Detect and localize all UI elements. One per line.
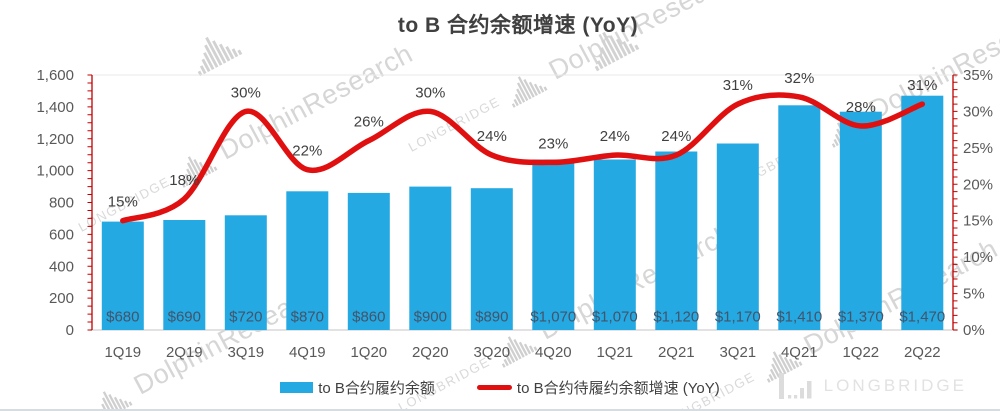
- bar-value-label: $860: [352, 309, 385, 326]
- line-point-label: 31%: [907, 77, 937, 94]
- x-axis-tick-label: 2Q22: [904, 344, 941, 361]
- line-point-label: 30%: [231, 84, 261, 101]
- bar-value-label: $1,070: [530, 309, 576, 326]
- longbridge-logo-text: LONGBRIDGE: [823, 376, 967, 395]
- x-axis-tick-label: 2Q21: [658, 344, 695, 361]
- bar-value-label: $1,170: [715, 309, 761, 326]
- left-axis-tick-label: 800: [49, 195, 74, 212]
- line-point-label: 15%: [108, 194, 138, 211]
- bar-value-label: $1,120: [653, 309, 699, 326]
- left-axis-tick-label: 200: [49, 290, 74, 307]
- bar-value-label: $1,410: [776, 309, 822, 326]
- bar-value-label: $890: [475, 309, 508, 326]
- chart-legend: to B合约履约余额 to B合约待履约余额增速 (YoY): [0, 377, 1000, 398]
- bar: [470, 188, 513, 330]
- bar: [101, 221, 144, 330]
- bar-value-label: $1,370: [838, 309, 884, 326]
- x-axis-tick-label: 3Q21: [719, 344, 756, 361]
- left-axis-tick-label: 0: [66, 322, 74, 339]
- legend-bar-swatch-icon: [280, 382, 314, 393]
- left-axis-tick-label: 600: [49, 226, 74, 243]
- bar: [286, 191, 329, 330]
- x-axis-tick-label: 1Q20: [350, 344, 387, 361]
- x-axis-tick-label: 4Q21: [781, 344, 818, 361]
- right-axis-tick-label: 20%: [963, 176, 993, 193]
- left-axis-tick-label: 1,400: [36, 99, 74, 116]
- right-axis-tick-label: 25%: [963, 140, 993, 157]
- line-point-label: 24%: [600, 128, 630, 145]
- line-point-label: 30%: [415, 84, 445, 101]
- x-axis-tick-label: 3Q19: [227, 344, 264, 361]
- x-axis-tick-label: 4Q19: [289, 344, 326, 361]
- x-axis-tick-label: 3Q20: [473, 344, 510, 361]
- legend-bar-label: to B合约履约余额: [318, 380, 435, 397]
- legend-item-line: to B合约待履约余额增速 (YoY): [476, 377, 720, 398]
- line-point-label: 28%: [846, 99, 876, 116]
- left-axis-tick-label: 1,600: [36, 67, 74, 84]
- x-axis-tick-label: 1Q22: [842, 344, 879, 361]
- bar: [716, 143, 759, 330]
- legend-line-label: to B合约待履约余额增速 (YoY): [516, 380, 720, 397]
- yoy-line: [120, 92, 926, 224]
- chart-title: to B 合约余额增速 (YoY): [397, 14, 639, 37]
- right-axis-ticks: [953, 74, 958, 331]
- bar: [839, 111, 882, 330]
- line-point-label: 31%: [723, 77, 753, 94]
- bar: [409, 186, 452, 330]
- bar: [655, 151, 698, 330]
- right-axis-tick-label: 15%: [963, 213, 993, 230]
- left-axis-ticks: [87, 74, 92, 331]
- x-axis-tick-label: 2Q19: [166, 344, 203, 361]
- longbridge-logo-icon: [778, 373, 812, 399]
- legend-line-swatch-icon: [476, 385, 512, 390]
- longbridge-logo: LONGBRIDGE: [778, 372, 967, 400]
- left-axis-tick-label: 1,000: [36, 163, 74, 180]
- line-point-label: 32%: [784, 70, 814, 87]
- line-point-label: 26%: [354, 114, 384, 131]
- x-axis-tick-label: 1Q21: [596, 344, 633, 361]
- line-point-label: 18%: [169, 172, 199, 189]
- x-axis-tick-label: 1Q19: [104, 344, 141, 361]
- x-axis-tick-label: 4Q20: [535, 344, 572, 361]
- bar-value-label: $870: [291, 309, 324, 326]
- bar: [163, 220, 206, 330]
- right-axis-tick-label: 30%: [963, 103, 993, 120]
- line-point-label: 22%: [292, 143, 322, 160]
- right-axis-tick-label: 5%: [963, 286, 985, 303]
- left-axis-tick-label: 1,200: [36, 131, 74, 148]
- right-axis-tick-label: 10%: [963, 249, 993, 266]
- right-axis-tick-label: 35%: [963, 67, 993, 84]
- bar: [532, 159, 575, 330]
- bar: [901, 95, 944, 330]
- bar-value-label: $1,070: [592, 309, 638, 326]
- x-axis-tick-label: 2Q20: [412, 344, 449, 361]
- bar-value-label: $690: [168, 309, 201, 326]
- bar: [347, 192, 390, 330]
- line-point-label: 24%: [477, 128, 507, 145]
- line-point-label: 24%: [661, 128, 691, 145]
- bar: [593, 159, 636, 330]
- line-point-label: 23%: [538, 135, 568, 152]
- bar: [224, 215, 267, 331]
- bar-value-label: $900: [414, 309, 447, 326]
- legend-item-bar: to B合约履约余额: [280, 377, 435, 398]
- bar-value-label: $1,470: [899, 309, 945, 326]
- bar-value-label: $720: [229, 309, 262, 326]
- bar-value-label: $680: [106, 309, 139, 326]
- bar: [778, 105, 821, 330]
- right-axis-tick-label: 0%: [963, 322, 985, 339]
- left-axis-tick-label: 400: [49, 258, 74, 275]
